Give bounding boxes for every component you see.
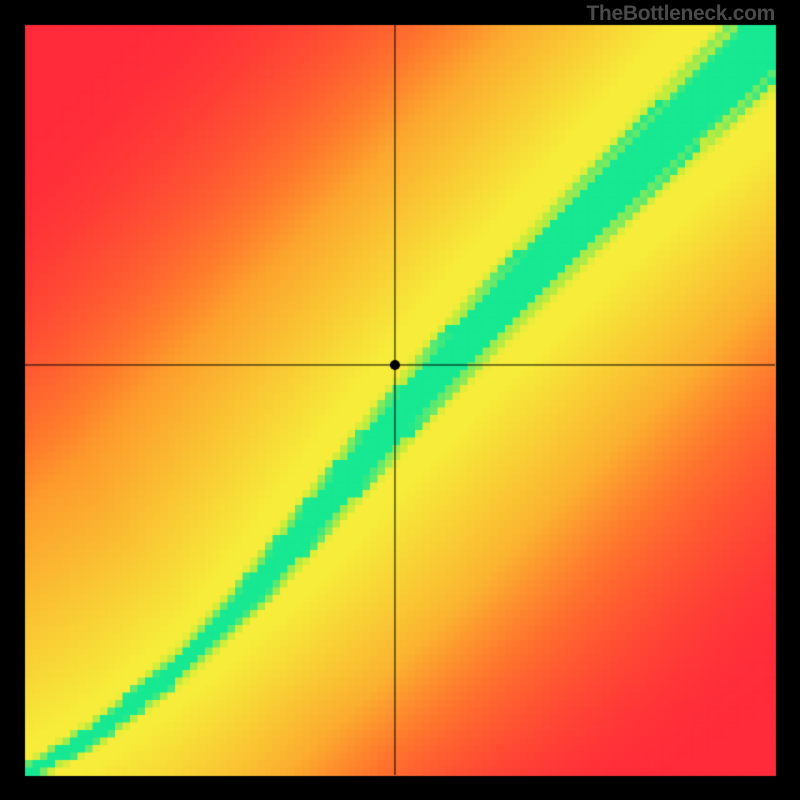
heatmap-canvas: [0, 0, 800, 800]
watermark-text: TheBottleneck.com: [586, 2, 775, 26]
chart-container: TheBottleneck.com: [0, 0, 800, 800]
